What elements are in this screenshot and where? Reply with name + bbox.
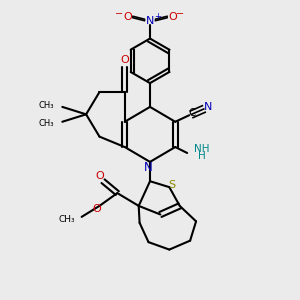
Text: CH₃: CH₃ xyxy=(58,215,75,224)
Text: O: O xyxy=(168,12,177,22)
Text: −: − xyxy=(176,9,184,19)
Text: N: N xyxy=(146,16,154,26)
Text: O: O xyxy=(93,204,101,214)
Text: H: H xyxy=(197,151,205,161)
Text: O: O xyxy=(120,55,129,65)
Text: N: N xyxy=(204,103,212,112)
Text: CH₃: CH₃ xyxy=(38,101,54,110)
Text: O: O xyxy=(96,171,104,181)
Text: −: − xyxy=(115,9,123,19)
Text: N: N xyxy=(144,161,153,174)
Text: C: C xyxy=(188,108,195,118)
Text: O: O xyxy=(123,12,132,22)
Text: S: S xyxy=(168,180,175,190)
Text: +: + xyxy=(154,12,161,21)
Text: NH: NH xyxy=(194,143,209,154)
Text: CH₃: CH₃ xyxy=(38,119,54,128)
